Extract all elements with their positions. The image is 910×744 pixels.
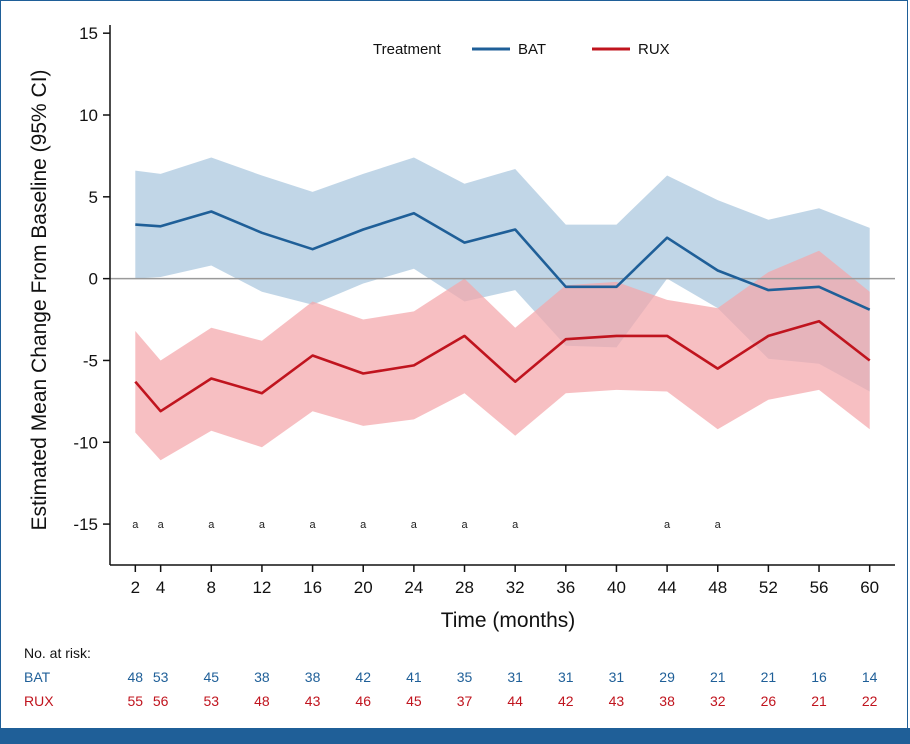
annotation-a: a [132, 519, 139, 531]
annotation-a: a [158, 519, 165, 531]
risk-cell-bat: 48 [127, 669, 144, 685]
risk-cell-rux: 56 [152, 693, 169, 709]
risk-row-label-rux: RUX [24, 693, 54, 709]
risk-cell-bat: 21 [760, 669, 777, 685]
annotation-a: a [259, 519, 266, 531]
y-tick-label: 15 [79, 24, 98, 43]
risk-cell-rux: 42 [558, 693, 574, 709]
risk-cell-rux: 43 [304, 693, 321, 709]
risk-cell-bat: 35 [456, 669, 473, 685]
y-tick-label: -10 [73, 433, 98, 452]
x-tick-label: 52 [759, 578, 778, 597]
bat-ci-band [135, 157, 870, 392]
rux-ci-band [135, 250, 870, 461]
risk-cell-rux: 37 [456, 693, 473, 709]
risk-cell-bat: 31 [507, 669, 523, 685]
y-tick-label: 0 [89, 270, 98, 289]
annotation-a: a [715, 519, 722, 531]
annotation-a: a [461, 519, 468, 531]
annotation-a: a [512, 519, 519, 531]
x-tick-label: 32 [506, 578, 525, 597]
x-tick-label: 60 [860, 578, 879, 597]
risk-cell-rux: 53 [203, 693, 220, 709]
legend-title: Treatment [373, 41, 442, 58]
x-tick-label: 2 [131, 578, 140, 597]
risk-cell-bat: 41 [406, 669, 422, 685]
risk-cell-rux: 26 [760, 693, 777, 709]
risk-cell-rux: 45 [406, 693, 422, 709]
confidence-bands [135, 157, 870, 461]
y-tick-label: -5 [83, 351, 98, 370]
risk-cell-bat: 29 [659, 669, 675, 685]
annotation-a: a [208, 519, 215, 531]
risk-cell-bat: 21 [709, 669, 726, 685]
annotation-a: a [360, 519, 367, 531]
x-tick-label: 24 [404, 578, 423, 597]
y-tick-label: -15 [73, 515, 98, 534]
series-lines [134, 210, 871, 413]
risk-cell-rux: 32 [709, 693, 726, 709]
legend: Treatment BAT RUX [373, 41, 670, 58]
annotation-a: a [664, 519, 671, 531]
x-tick-label: 28 [455, 578, 474, 597]
x-tick-label: 44 [658, 578, 677, 597]
risk-cell-rux: 46 [355, 693, 372, 709]
x-tick-label: 12 [252, 578, 271, 597]
legend-entry-rux: RUX [638, 41, 670, 58]
risk-cell-rux: 22 [861, 693, 878, 709]
x-tick-label: 20 [354, 578, 373, 597]
x-tick-label: 4 [156, 578, 165, 597]
risk-cell-bat: 14 [861, 669, 878, 685]
risk-cell-bat: 31 [558, 669, 574, 685]
risk-cell-rux: 21 [811, 693, 827, 709]
x-tick-label: 40 [607, 578, 626, 597]
risk-cell-bat: 38 [254, 669, 270, 685]
y-tick-label: 5 [89, 188, 98, 207]
risk-cell-rux: 38 [659, 693, 675, 709]
x-axis-label: Time (months) [441, 609, 576, 632]
risk-cell-bat: 16 [811, 669, 827, 685]
x-tick-label: 36 [556, 578, 575, 597]
y-axis-label: Estimated Mean Change From Baseline (95%… [28, 69, 51, 530]
x-tick-label: 56 [810, 578, 829, 597]
risk-cell-rux: 55 [127, 693, 144, 709]
bat-line [135, 210, 871, 311]
footer-bar [0, 728, 910, 744]
y-tick-label: 10 [79, 106, 98, 125]
x-tick-label: 8 [207, 578, 216, 597]
risk-cell-bat: 42 [355, 669, 372, 685]
x-tick-label: 48 [708, 578, 727, 597]
risk-cell-bat: 45 [203, 669, 220, 685]
annotation-a: a [310, 519, 317, 531]
annotation-a: a [411, 519, 418, 531]
rux-line [134, 319, 871, 413]
risk-table-title: No. at risk: [24, 645, 91, 661]
risk-cell-rux: 43 [608, 693, 625, 709]
risk-cell-bat: 53 [152, 669, 169, 685]
risk-cell-bat: 38 [304, 669, 321, 685]
risk-cell-rux: 48 [254, 693, 270, 709]
x-tick-label: 16 [303, 578, 322, 597]
risk-cell-rux: 44 [507, 693, 523, 709]
legend-entry-bat: BAT [518, 41, 546, 58]
risk-row-label-bat: BAT [24, 669, 51, 685]
risk-cell-bat: 31 [608, 669, 625, 685]
